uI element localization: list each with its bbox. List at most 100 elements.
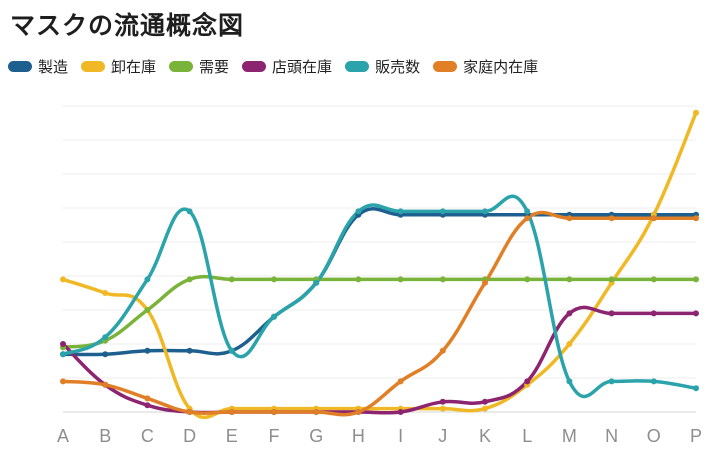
data-point — [144, 395, 151, 402]
data-point — [566, 215, 573, 222]
data-point — [524, 208, 531, 215]
x-tick-label: A — [57, 426, 69, 446]
legend-swatch — [81, 61, 106, 72]
data-point — [482, 405, 488, 412]
data-point — [524, 215, 531, 222]
data-point — [439, 347, 446, 354]
legend-swatch — [242, 61, 267, 72]
data-point — [271, 313, 277, 320]
data-point — [439, 208, 446, 215]
series-line — [61, 194, 698, 399]
data-point — [60, 341, 66, 347]
data-point — [102, 290, 109, 296]
data-point — [397, 409, 404, 415]
series-line — [61, 274, 698, 350]
data-point — [566, 276, 573, 283]
x-tick-label: C — [141, 426, 154, 446]
data-point — [102, 351, 109, 358]
data-point — [60, 276, 66, 283]
x-tick-label: L — [522, 426, 532, 446]
x-axis-ticks: A B C D E F G H I J K L M N O P — [57, 426, 702, 446]
legend-item: 販売数 — [345, 56, 420, 77]
x-tick-label: P — [690, 426, 702, 446]
data-point — [271, 276, 277, 283]
x-tick-label: D — [183, 426, 196, 446]
legend-label: 製造 — [38, 58, 69, 76]
series-lines — [61, 111, 698, 420]
data-point — [313, 279, 320, 286]
data-point — [608, 378, 615, 385]
legend-item: 需要 — [169, 56, 229, 77]
data-point — [228, 409, 235, 415]
legend-item: 家庭内在庫 — [433, 56, 538, 77]
x-tick-label: H — [352, 426, 365, 446]
x-tick-label: I — [398, 426, 403, 446]
x-tick-label: E — [226, 426, 238, 446]
data-point — [650, 276, 657, 283]
legend-item: 卸在庫 — [81, 56, 156, 77]
data-point — [482, 398, 488, 405]
series-line — [61, 210, 698, 417]
data-point — [439, 405, 446, 412]
data-point — [186, 208, 193, 215]
x-tick-label: J — [438, 426, 447, 446]
legend: 製造 卸在庫 需要 店頭在庫 販売数 家庭内在庫 — [8, 56, 551, 77]
data-point — [693, 310, 699, 317]
data-point — [482, 208, 488, 215]
data-point — [355, 409, 362, 415]
data-point — [608, 276, 615, 283]
x-tick-label: B — [99, 426, 111, 446]
data-point — [439, 276, 446, 283]
x-tick-label: K — [479, 426, 491, 446]
legend-label: 家庭内在庫 — [463, 58, 539, 76]
data-point — [102, 381, 109, 388]
legend-label: 需要 — [199, 58, 230, 76]
legend-label: 店頭在庫 — [272, 58, 333, 76]
series-points — [60, 109, 699, 415]
legend-swatch — [433, 61, 458, 72]
legend-item: 店頭在庫 — [242, 56, 332, 77]
data-point — [566, 378, 573, 385]
data-point — [186, 347, 193, 354]
data-point — [482, 279, 488, 286]
data-point — [524, 378, 531, 385]
data-point — [397, 378, 404, 385]
chart-title: マスクの流通概念図 — [10, 11, 245, 40]
data-point — [60, 378, 66, 385]
data-point — [397, 276, 404, 283]
data-point — [144, 347, 151, 354]
data-point — [439, 398, 446, 405]
data-point — [186, 409, 193, 415]
x-tick-label: F — [269, 426, 280, 446]
data-point — [397, 208, 404, 215]
x-tick-label: G — [309, 426, 323, 446]
legend-label: 販売数 — [375, 58, 421, 76]
data-point — [608, 215, 615, 222]
data-point — [693, 215, 699, 222]
data-point — [650, 215, 657, 222]
data-point — [102, 334, 109, 341]
data-point — [228, 276, 235, 283]
data-point — [566, 341, 573, 347]
data-point — [566, 310, 573, 317]
legend-swatch — [169, 61, 194, 72]
x-tick-label: N — [605, 426, 618, 446]
data-point — [144, 276, 151, 283]
series-line — [61, 207, 698, 357]
legend-swatch — [345, 61, 370, 72]
data-point — [228, 347, 235, 354]
data-point — [313, 409, 320, 415]
legend-label: 卸在庫 — [111, 58, 157, 76]
legend-swatch — [8, 61, 32, 72]
data-point — [355, 208, 362, 215]
data-point — [271, 409, 277, 415]
data-point — [60, 351, 66, 358]
data-point — [186, 276, 193, 283]
data-point — [524, 276, 531, 283]
data-point — [355, 276, 362, 283]
series-line — [61, 305, 698, 415]
data-point — [693, 276, 699, 283]
data-point — [693, 109, 699, 116]
data-point — [693, 385, 699, 392]
